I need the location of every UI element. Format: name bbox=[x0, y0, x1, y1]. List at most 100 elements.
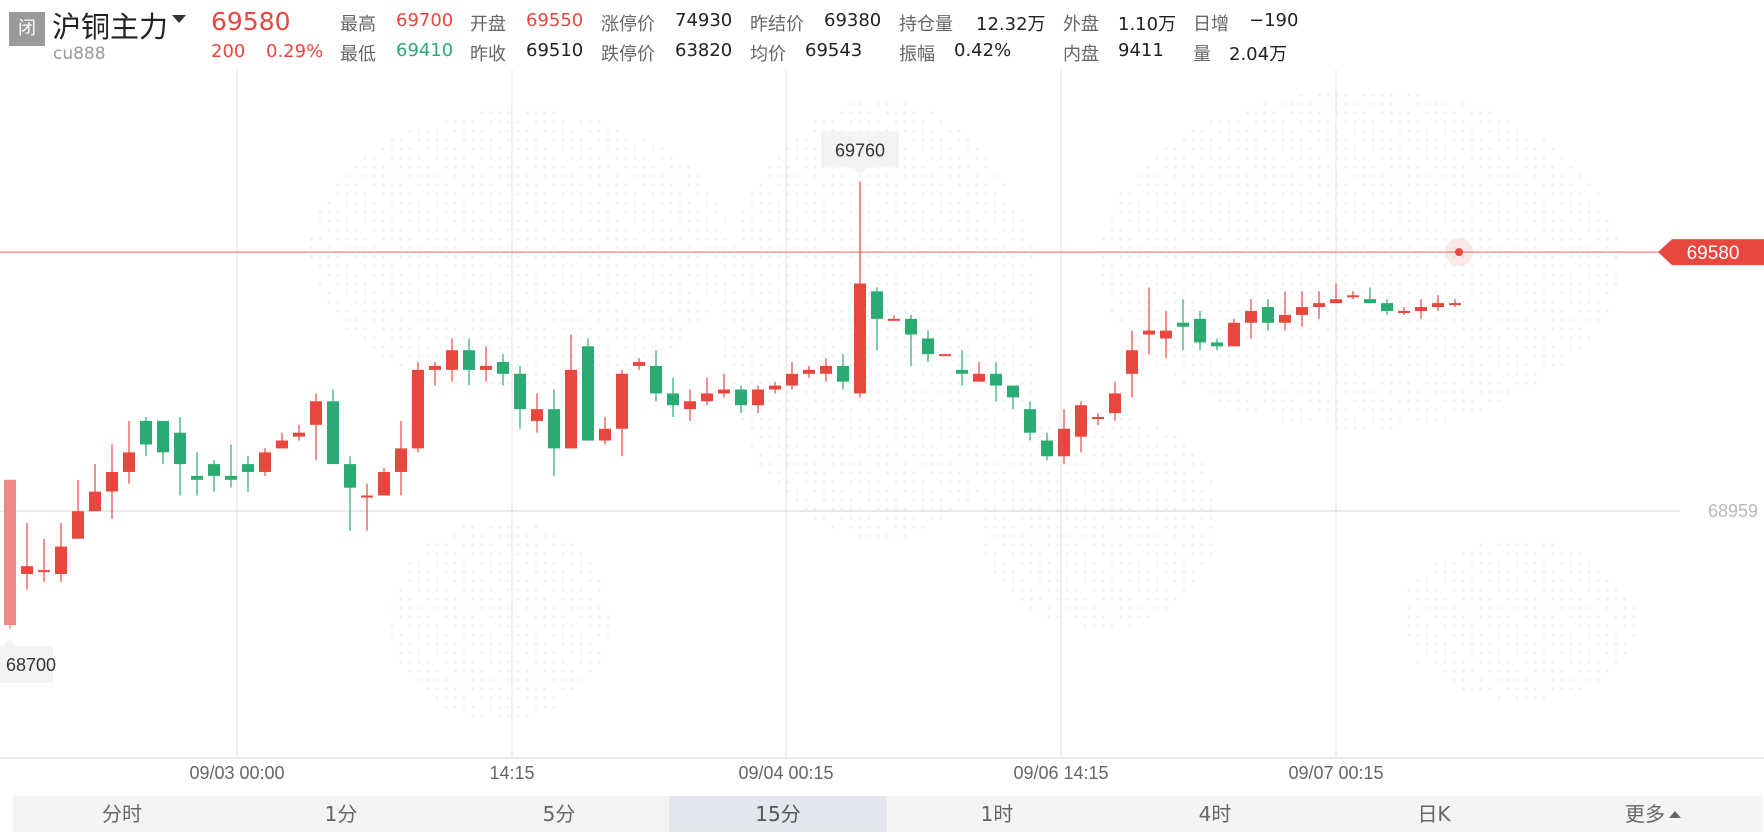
map-dot bbox=[1128, 309, 1132, 313]
map-dot bbox=[1497, 246, 1501, 250]
map-dot bbox=[912, 183, 916, 187]
map-dot bbox=[1209, 336, 1213, 340]
chevron-down-icon[interactable] bbox=[172, 15, 186, 23]
map-dot bbox=[1632, 606, 1636, 610]
map-dot bbox=[1389, 228, 1393, 232]
map-dot bbox=[624, 273, 628, 277]
map-dot bbox=[849, 255, 853, 259]
map-dot bbox=[1164, 561, 1168, 565]
map-dot bbox=[1560, 174, 1564, 178]
map-dot bbox=[840, 516, 844, 520]
map-dot bbox=[1191, 327, 1195, 331]
map-dot bbox=[876, 534, 880, 538]
map-dot bbox=[606, 147, 610, 151]
map-dot bbox=[462, 633, 466, 637]
map-dot bbox=[1497, 543, 1501, 547]
map-dot bbox=[867, 345, 871, 349]
map-dot bbox=[1587, 300, 1591, 304]
map-dot bbox=[723, 336, 727, 340]
tab-5min[interactable]: 5分 bbox=[542, 802, 576, 826]
map-dot bbox=[939, 282, 943, 286]
map-dot bbox=[345, 174, 349, 178]
tab-1min[interactable]: 1分 bbox=[324, 802, 358, 826]
map-dot bbox=[372, 201, 376, 205]
map-dot bbox=[561, 138, 565, 142]
map-dot bbox=[1308, 327, 1312, 331]
map-dot bbox=[435, 264, 439, 268]
map-dot bbox=[1137, 453, 1141, 457]
map-dot bbox=[588, 165, 592, 169]
tab-timeshare[interactable]: 分时 bbox=[102, 802, 142, 826]
tab-1hour[interactable]: 1时 bbox=[980, 802, 1014, 826]
map-dot bbox=[1389, 372, 1393, 376]
tab-4hour[interactable]: 4时 bbox=[1198, 802, 1232, 826]
map-dot bbox=[1272, 255, 1276, 259]
map-dot bbox=[372, 156, 376, 160]
map-dot bbox=[444, 282, 448, 286]
map-dot bbox=[957, 453, 961, 457]
map-dot bbox=[1038, 489, 1042, 493]
map-dot bbox=[975, 354, 979, 358]
map-dot bbox=[1029, 300, 1033, 304]
map-dot bbox=[435, 174, 439, 178]
map-dot bbox=[597, 345, 601, 349]
map-dot bbox=[1254, 327, 1258, 331]
map-dot bbox=[939, 138, 943, 142]
map-dot bbox=[1362, 165, 1366, 169]
map-dot bbox=[525, 597, 529, 601]
map-dot bbox=[966, 462, 970, 466]
map-dot bbox=[1461, 327, 1465, 331]
high-value: 69700 bbox=[396, 10, 454, 31]
map-dot bbox=[579, 660, 583, 664]
map-dot bbox=[417, 129, 421, 133]
reference-price-label: 68959 bbox=[1708, 501, 1758, 521]
map-dot bbox=[984, 507, 988, 511]
map-dot bbox=[1344, 138, 1348, 142]
tab-15min[interactable]: 15分 bbox=[669, 796, 887, 832]
map-dot bbox=[867, 399, 871, 403]
map-dot bbox=[1200, 282, 1204, 286]
map-dot bbox=[435, 156, 439, 160]
map-dot bbox=[1362, 174, 1366, 178]
tab-more[interactable]: 更多 bbox=[1544, 796, 1762, 832]
map-dot bbox=[930, 138, 934, 142]
map-dot bbox=[1551, 597, 1555, 601]
map-dot bbox=[489, 642, 493, 646]
map-dot bbox=[1272, 210, 1276, 214]
tab-daily[interactable]: 日K bbox=[1417, 802, 1451, 826]
map-dot bbox=[1524, 183, 1528, 187]
map-dot bbox=[750, 363, 754, 367]
map-dot bbox=[921, 507, 925, 511]
map-dot bbox=[750, 336, 754, 340]
map-dot bbox=[1434, 210, 1438, 214]
map-dot bbox=[912, 489, 916, 493]
map-dot bbox=[876, 435, 880, 439]
map-dot bbox=[1506, 210, 1510, 214]
map-dot bbox=[1542, 561, 1546, 565]
map-dot bbox=[1542, 228, 1546, 232]
map-dot bbox=[1164, 156, 1168, 160]
map-dot bbox=[1281, 264, 1285, 268]
instrument-name-dropdown[interactable]: 沪铜主力 bbox=[52, 10, 169, 44]
map-dot bbox=[1560, 156, 1564, 160]
map-dot bbox=[984, 426, 988, 430]
map-dot bbox=[912, 480, 916, 484]
map-dot bbox=[1380, 93, 1384, 97]
map-dot bbox=[1191, 543, 1195, 547]
map-dot bbox=[1425, 327, 1429, 331]
map-dot bbox=[1362, 363, 1366, 367]
map-dot bbox=[813, 210, 817, 214]
map-dot bbox=[1443, 147, 1447, 151]
map-dot bbox=[417, 318, 421, 322]
open-interest-value: 12.32万 bbox=[976, 14, 1046, 35]
candle-body bbox=[599, 428, 611, 441]
map-dot bbox=[1596, 192, 1600, 196]
map-dot bbox=[1578, 336, 1582, 340]
map-dot bbox=[561, 273, 565, 277]
map-dot bbox=[579, 633, 583, 637]
map-dot bbox=[1236, 408, 1240, 412]
map-dot bbox=[507, 354, 511, 358]
map-dot bbox=[1128, 480, 1132, 484]
map-dot bbox=[1020, 318, 1024, 322]
